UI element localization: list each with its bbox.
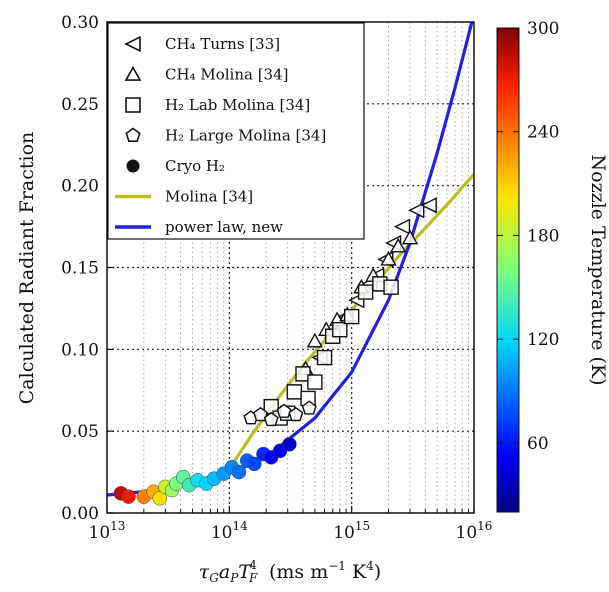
legend-marker-circle <box>127 160 140 173</box>
legend-label: Molina [34] <box>165 188 253 206</box>
data-point-cryo <box>282 437 296 451</box>
legend-label: CH₄ Molina [34] <box>165 66 289 84</box>
y-tick-label: 0.05 <box>61 422 99 442</box>
colorbar-gradient <box>497 28 519 512</box>
colorbar-tick-label: 300 <box>527 19 559 39</box>
data-point-square <box>333 323 347 337</box>
y-tick-label: 0.10 <box>61 340 99 360</box>
y-tick-label: 0.20 <box>61 177 99 197</box>
data-point-square <box>384 280 398 294</box>
data-point-square <box>359 285 373 299</box>
x-axis-ticks: 1013 1014 1015 1016 <box>89 506 493 543</box>
legend-label: power law, new <box>165 218 283 236</box>
legend-label: CH₄ Turns [33] <box>165 35 280 53</box>
legend-label: H₂ Lab Molina [34] <box>165 96 310 114</box>
x-tick-label: 1016 <box>456 519 493 543</box>
legend: CH₄ Turns [33] CH₄ Molina [34] H₂ Lab Moli… <box>108 23 364 239</box>
colorbar-tick-label: 180 <box>527 226 559 246</box>
x-axis-label: τGaPTF4 (ms m−1 K4) <box>199 558 381 585</box>
x-tick-label: 1014 <box>211 519 248 543</box>
legend-label: Cryo H₂ <box>165 157 225 175</box>
data-markers <box>114 198 436 505</box>
colorbar-tick-label: 120 <box>527 330 559 350</box>
colorbar-tick-label: 240 <box>527 123 559 143</box>
data-point-square <box>308 375 322 389</box>
y-axis-ticks: 0.00 0.05 0.10 0.15 0.20 0.25 0.30 <box>61 13 114 524</box>
colorbar: 60 120 180 240 300 <box>497 19 559 512</box>
legend-label: H₂ Large Molina [34] <box>165 127 326 145</box>
data-point-cryo <box>122 490 136 504</box>
data-point-square <box>345 310 359 324</box>
data-point-square <box>318 351 332 365</box>
data-point-triangle-left <box>395 220 409 234</box>
y-tick-label: 0.15 <box>61 259 99 279</box>
data-point-square <box>287 385 301 399</box>
colorbar-tick-label: 60 <box>527 434 549 454</box>
y-axis-label: Calculated Radiant Fraction <box>16 132 38 404</box>
data-point-cryo <box>232 465 246 479</box>
x-tick-label: 1015 <box>333 519 370 543</box>
colorbar-label: Nozzle Temperature (K) <box>587 155 609 386</box>
y-tick-label: 0.30 <box>61 13 99 33</box>
data-point-triangle-up <box>308 334 322 347</box>
y-tick-label: 0.00 <box>61 504 99 524</box>
y-tick-label: 0.25 <box>61 95 99 115</box>
